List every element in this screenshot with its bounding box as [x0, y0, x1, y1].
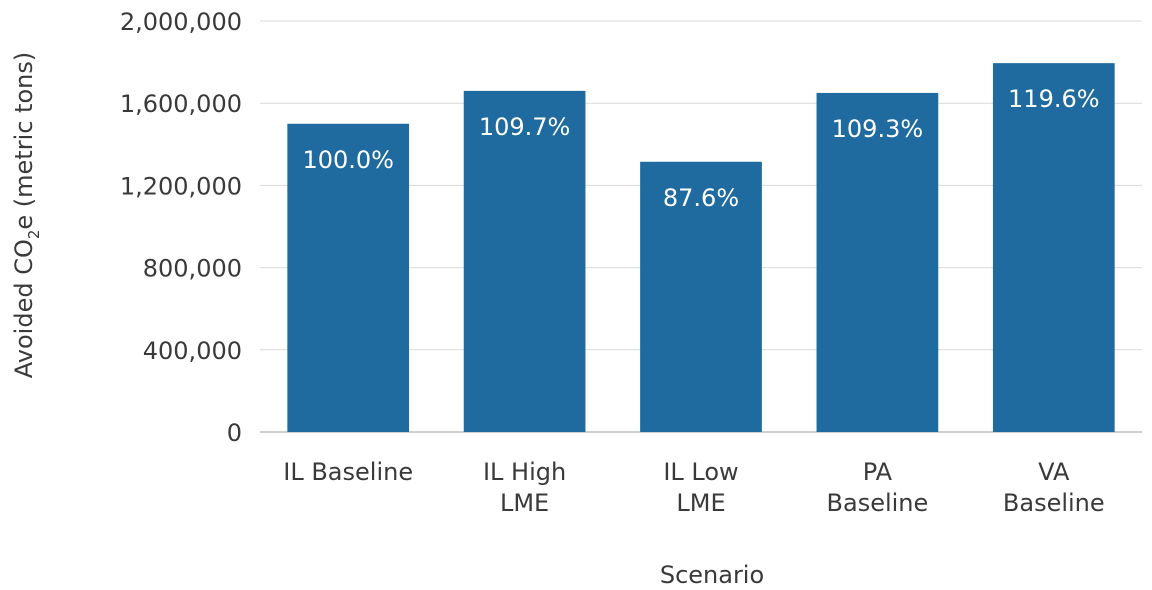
y-axis-title-part1: Avoided CO [10, 239, 38, 378]
x-tick-label: IL Low LME [663, 458, 738, 517]
bar [640, 161, 762, 432]
bar [992, 63, 1115, 432]
y-axis-title-part2: e (metric tons) [10, 52, 38, 230]
y-axis-title-subscript: 2 [25, 230, 43, 240]
y-tick-label: 1,200,000 [120, 172, 242, 200]
x-tick-label: VA Baseline [1003, 458, 1105, 517]
bar [816, 92, 939, 433]
bar [287, 123, 410, 432]
x-axis-ticks: IL Baseline IL High LME IL Low LME PA Baseline… [283, 458, 1104, 517]
bar-data-label: 87.6% [663, 184, 739, 212]
x-tick-label: IL Baseline [283, 458, 413, 486]
bar-data-label: 119.6% [1008, 85, 1100, 113]
y-tick-label: 400,000 [143, 337, 242, 365]
data-labels: 100.0% 109.7% 87.6% 109.3% 119.6% [302, 85, 1099, 212]
x-axis-title: Scenario [660, 561, 764, 589]
y-tick-label: 2,000,000 [120, 8, 242, 36]
bar-data-label: 109.3% [832, 115, 924, 143]
x-tick-label: PA Baseline [827, 458, 929, 517]
bar-data-label: 109.7% [479, 113, 571, 141]
bars [287, 63, 1115, 433]
bar-data-label: 100.0% [302, 146, 394, 174]
y-tick-label: 0 [227, 419, 242, 447]
x-tick-label: IL High LME [483, 458, 566, 517]
y-tick-label: 1,600,000 [120, 90, 242, 118]
y-axis-title: Avoided CO2e (metric tons) [10, 52, 43, 378]
y-tick-label: 800,000 [143, 255, 242, 283]
bar [463, 90, 586, 433]
y-axis-ticks: 0 400,000 800,000 1,200,000 1,600,000 2,000,0… [120, 8, 242, 447]
